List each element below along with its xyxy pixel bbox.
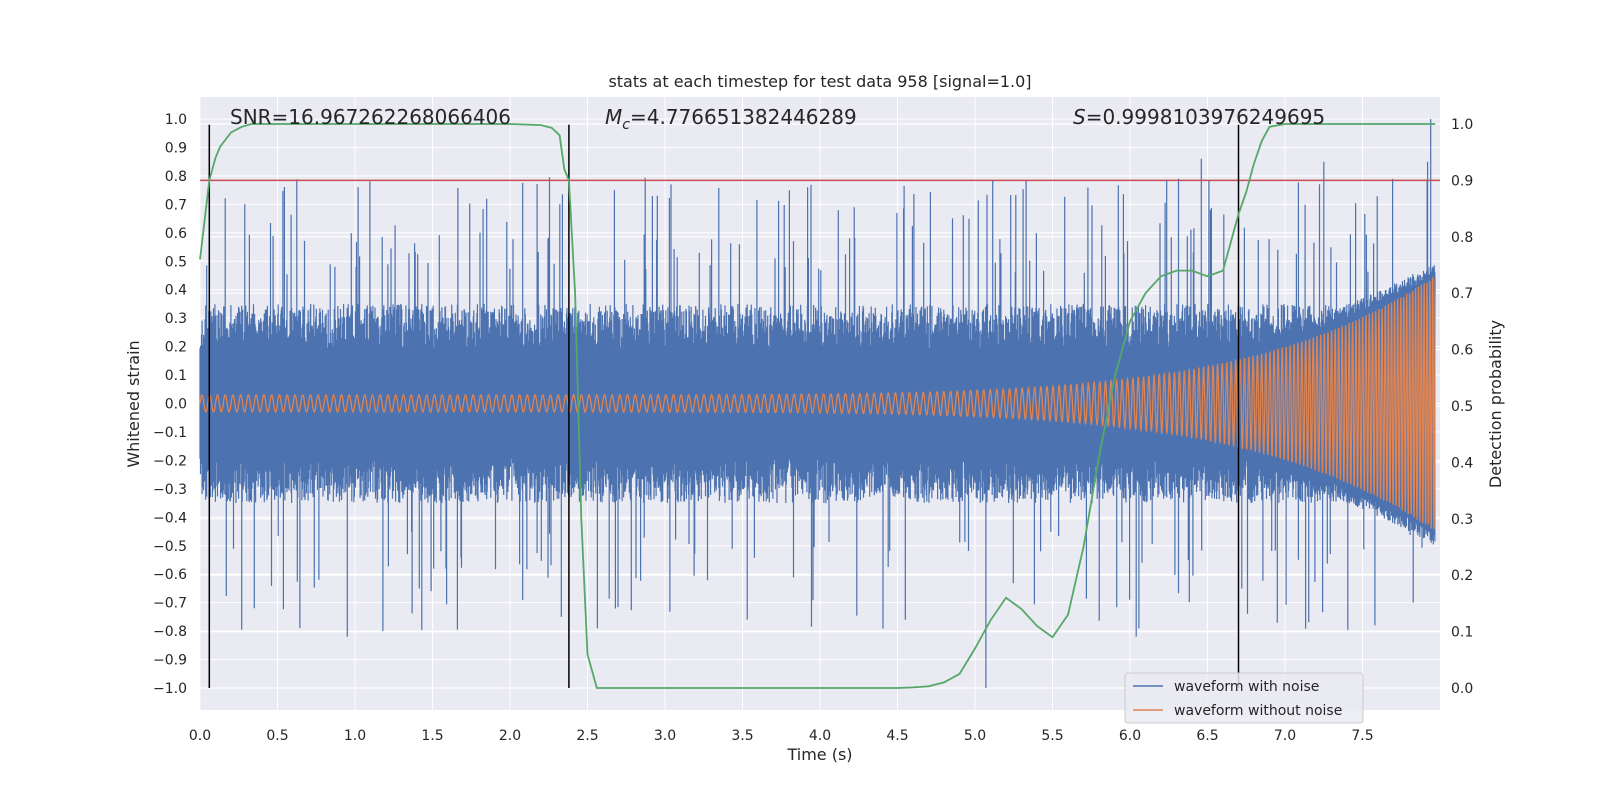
y-tick-label: 0.3 xyxy=(165,311,187,327)
y-tick-label: 0.9 xyxy=(165,140,187,156)
y-tick-label: 0.0 xyxy=(165,397,187,413)
score-annotation: S=0.9998103976249695 xyxy=(1073,105,1325,129)
clean-waveform-series xyxy=(199,277,1436,530)
y2-tick-label: 0.5 xyxy=(1451,399,1473,415)
legend: waveform with noise waveform without noi… xyxy=(1124,672,1364,724)
probability-line xyxy=(199,123,1436,689)
x-tick-label: 2.5 xyxy=(576,728,598,744)
y2-tick-label: 1.0 xyxy=(1451,117,1473,133)
y2-axis-ticks: 1.0 0.9 0.8 0.7 0.6 0.5 0.4 0.3 0.2 0.1 0.0 xyxy=(1451,117,1473,697)
x-tick-label: 1.5 xyxy=(421,728,443,744)
y-tick-label: −0.3 xyxy=(153,482,187,498)
snr-annotation: SNR=16.967262268066406 xyxy=(230,105,511,129)
clean-waveform-line xyxy=(199,277,1436,530)
y2-tick-label: 0.3 xyxy=(1451,512,1473,528)
y-tick-label: −0.8 xyxy=(153,624,187,640)
score-symbol: S xyxy=(1073,105,1086,129)
y-tick-label: 1.0 xyxy=(165,112,187,128)
y-tick-label: −0.4 xyxy=(153,510,187,526)
y-tick-label: 0.6 xyxy=(165,226,187,242)
x-tick-label: 0.5 xyxy=(266,728,288,744)
chirp-mass-equals: = xyxy=(630,105,647,129)
y-tick-label: −0.1 xyxy=(153,425,187,441)
x-tick-label: 2.0 xyxy=(499,728,521,744)
y-axis-label: Whitened strain xyxy=(124,340,143,467)
y-tick-label: −0.2 xyxy=(153,453,187,469)
x-tick-label: 4.5 xyxy=(886,728,908,744)
chirp-mass-annotation: Mc=4.776651382446289 xyxy=(605,105,857,133)
y2-tick-label: 0.2 xyxy=(1451,568,1473,584)
y-tick-label: −0.6 xyxy=(153,567,187,583)
y-tick-label: 0.5 xyxy=(165,254,187,270)
legend-box xyxy=(1124,672,1364,724)
y-tick-label: 0.4 xyxy=(165,283,187,299)
y-tick-label: 0.2 xyxy=(165,340,187,356)
x-tick-label: 4.0 xyxy=(809,728,831,744)
x-tick-label: 3.0 xyxy=(654,728,676,744)
x-tick-label: 7.0 xyxy=(1274,728,1296,744)
chirp-mass-value: 4.776651382446289 xyxy=(647,105,857,129)
y-tick-label: −1.0 xyxy=(153,681,187,697)
x-tick-label: 5.0 xyxy=(964,728,986,744)
chirp-mass-subscript: c xyxy=(622,117,630,133)
legend-label-clean: waveform without noise xyxy=(1174,703,1342,719)
y2-tick-label: 0.6 xyxy=(1451,343,1473,359)
chirp-mass-symbol: M xyxy=(605,105,622,129)
y-tick-label: −0.7 xyxy=(153,596,187,612)
vertical-markers xyxy=(200,124,1440,688)
y2-axis-label: Detection probability xyxy=(1486,320,1505,488)
x-tick-label: 6.0 xyxy=(1119,728,1141,744)
x-axis-ticks: 0.0 0.5 1.0 1.5 2.0 2.5 3.0 3.5 4.0 4.5 5.0 5.5 6.0 6… xyxy=(189,728,1374,744)
x-tick-label: 5.5 xyxy=(1041,728,1063,744)
y2-tick-label: 0.1 xyxy=(1451,625,1473,641)
x-tick-label: 7.5 xyxy=(1351,728,1373,744)
chart-title: stats at each timestep for test data 958… xyxy=(608,72,1031,91)
y2-tick-label: 0.4 xyxy=(1451,455,1473,471)
y-tick-label: 0.8 xyxy=(165,169,187,185)
y-tick-label: 0.7 xyxy=(165,197,187,213)
y2-tick-label: 0.8 xyxy=(1451,230,1473,246)
legend-label-noisy: waveform with noise xyxy=(1174,679,1319,695)
probability-series xyxy=(199,123,1436,689)
x-tick-label: 6.5 xyxy=(1196,728,1218,744)
x-tick-label: 3.5 xyxy=(731,728,753,744)
y-tick-label: −0.9 xyxy=(153,653,187,669)
x-tick-label: 0.0 xyxy=(189,728,211,744)
score-value: =0.9998103976249695 xyxy=(1086,105,1325,129)
y-axis-ticks: 1.0 0.9 0.8 0.7 0.6 0.5 0.4 0.3 0.2 0.1 0.0 −0.1 −0.… xyxy=(153,112,187,697)
x-tick-label: 1.0 xyxy=(344,728,366,744)
y2-tick-label: 0.0 xyxy=(1451,681,1473,697)
y-tick-label: −0.5 xyxy=(153,539,187,555)
x-axis-label: Time (s) xyxy=(786,745,852,764)
y2-tick-label: 0.7 xyxy=(1451,286,1473,302)
y2-tick-label: 0.9 xyxy=(1451,173,1473,189)
y-tick-label: 0.1 xyxy=(165,368,187,384)
